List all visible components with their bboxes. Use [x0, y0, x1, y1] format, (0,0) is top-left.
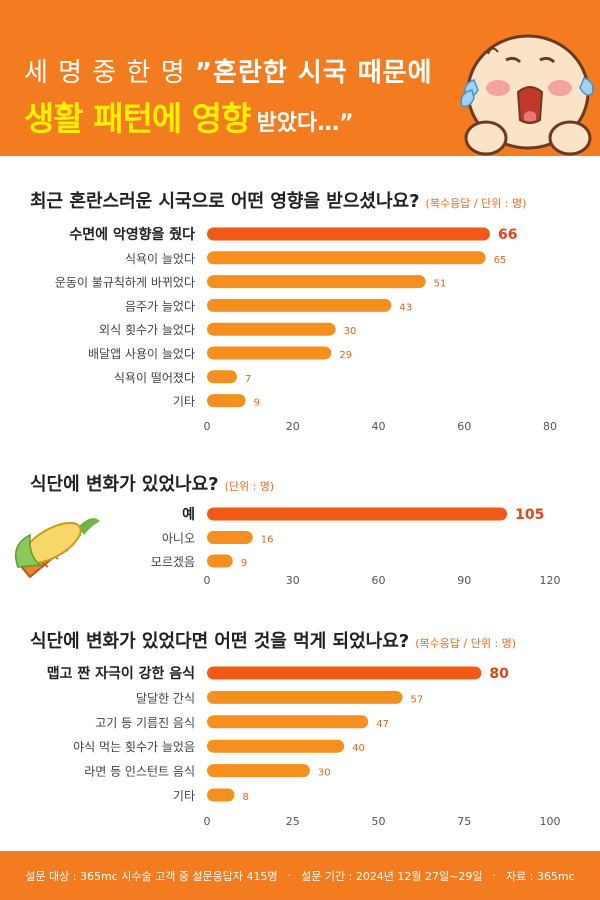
bar — [207, 554, 233, 568]
bar — [207, 346, 332, 360]
bar — [207, 690, 403, 704]
footer-separator: · — [287, 869, 292, 882]
value-label: 80 — [489, 666, 509, 682]
category-label: 기타 — [173, 789, 195, 803]
value-label: 47 — [376, 719, 389, 730]
x-tick-label: 100 — [540, 815, 561, 828]
category-label: 예 — [182, 507, 195, 523]
x-tick-label: 40 — [372, 420, 386, 433]
x-tick-label: 20 — [286, 420, 300, 433]
value-label: 43 — [399, 302, 412, 313]
bar — [207, 788, 235, 802]
category-label: 맵고 짠 자극이 강한 음식 — [47, 665, 195, 682]
x-tick-label: 0 — [204, 574, 211, 587]
value-label: 40 — [352, 743, 365, 754]
x-tick-label: 90 — [457, 574, 471, 587]
chart3-title-row: 식단에 변화가 있었다면 어떤 것을 먹게 되었나요? (복수응답 / 단위 : … — [30, 627, 516, 653]
bar — [207, 370, 238, 384]
x-tick-label: 60 — [457, 420, 471, 433]
x-tick-label: 60 — [372, 574, 386, 587]
value-label: 30 — [344, 326, 357, 337]
headline-quote: ”혼란한 시국 때문에 — [194, 58, 433, 88]
bar — [207, 739, 345, 753]
bar — [207, 666, 482, 680]
x-tick-label: 0 — [204, 420, 211, 433]
value-label: 8 — [242, 792, 248, 803]
bar — [207, 227, 490, 241]
value-label: 105 — [515, 507, 544, 523]
x-tick-label: 25 — [286, 815, 300, 828]
category-label: 외식 횟수가 늘었다 — [99, 323, 195, 337]
value-label: 30 — [318, 768, 331, 779]
bar — [207, 298, 392, 312]
chart1-unit-note: (복수응답 / 단위 : 명) — [425, 197, 527, 210]
bar — [207, 531, 253, 544]
chart2-title: 식단에 변화가 있었나요? — [30, 474, 219, 495]
bar — [207, 251, 486, 265]
bar — [207, 275, 426, 289]
crying-mascot-illustration — [460, 34, 594, 156]
chart1-title-row: 최근 혼란스러운 시국으로 어떤 영향을 받으셨나요? (복수응답 / 단위 : … — [30, 187, 526, 213]
value-label: 9 — [241, 558, 247, 569]
chart1-bar-chart: 수면에 악영향을 줬다 66 식욕이 늘었다 65 운동이 불규칙하게 바뀌었다 51 음주… — [55, 226, 557, 433]
chart3-title: 식단에 변화가 있었다면 어떤 것을 먹게 되었나요? — [30, 631, 410, 652]
value-label: 9 — [254, 398, 260, 409]
category-label: 식욕이 떨어졌다 — [114, 371, 195, 385]
value-label: 7 — [245, 374, 251, 385]
footer-survey-target: 설문 대상 : 365mc 시수술 고객 중 설문응답자 415명 — [25, 869, 278, 883]
bar — [207, 715, 369, 729]
x-tick-label: 80 — [543, 420, 557, 433]
category-label: 고기 등 기름진 음식 — [95, 716, 195, 730]
category-label: 야식 먹는 횟수가 늘었음 — [73, 740, 195, 754]
category-label: 운동이 불규칙하게 바뀌었다 — [55, 276, 195, 290]
headline-suffix: 받았다…” — [256, 111, 354, 136]
corn-carrot-illustration — [15, 518, 100, 579]
value-label: 57 — [411, 694, 424, 705]
value-label: 16 — [261, 535, 274, 546]
value-label: 66 — [498, 227, 517, 243]
category-label: 라면 등 인스턴트 음식 — [84, 765, 195, 779]
x-tick-label: 50 — [372, 815, 386, 828]
x-tick-label: 120 — [540, 574, 561, 587]
category-label: 수면에 악영향을 줬다 — [69, 226, 195, 243]
chart2-title-row: 식단에 변화가 있었나요? (단위 : 명) — [30, 470, 274, 496]
value-label: 65 — [494, 255, 507, 266]
headline-line1: 세 명 중 한 명 ”혼란한 시국 때문에 — [24, 52, 433, 89]
bar — [207, 507, 508, 521]
x-tick-label: 30 — [286, 574, 300, 587]
header-banner: 세 명 중 한 명 ”혼란한 시국 때문에 생활 패턴에 영향 받았다…” — [0, 0, 600, 156]
category-label: 아니오 — [162, 532, 195, 546]
category-label: 달달한 간식 — [136, 691, 195, 705]
category-label: 모르겠음 — [151, 555, 195, 569]
headline-prefix: 세 명 중 한 명 — [24, 58, 186, 88]
chart3-unit-note: (복수응답 / 단위 : 명) — [415, 637, 517, 650]
bar — [207, 394, 246, 408]
footer-source: 자료 : 365mc — [506, 869, 575, 883]
bar — [207, 322, 336, 336]
headline-highlight: 생활 패턴에 영향 — [24, 99, 251, 138]
chart1-title: 최근 혼란스러운 시국으로 어떤 영향을 받으셨나요? — [30, 191, 420, 212]
headline-line2: 생활 패턴에 영향 받았다…” — [24, 92, 354, 140]
category-label: 기타 — [173, 395, 195, 409]
footer-separator: · — [492, 869, 497, 882]
bar — [207, 764, 310, 778]
category-label: 음주가 늘었다 — [125, 299, 195, 313]
footer-survey-period: 설문 기간 : 2024년 12월 27일~29일 — [301, 869, 483, 883]
category-label: 식욕이 늘었다 — [125, 252, 195, 266]
chart2-unit-note: (단위 : 명) — [224, 480, 275, 493]
x-tick-label: 0 — [204, 815, 211, 828]
value-label: 29 — [339, 350, 352, 361]
x-tick-label: 75 — [457, 815, 471, 828]
footer-bar: 설문 대상 : 365mc 시수술 고객 중 설문응답자 415명 · 설문 기… — [0, 851, 600, 900]
category-label: 배달앱 사용이 늘었다 — [88, 347, 195, 361]
value-label: 51 — [434, 279, 447, 290]
